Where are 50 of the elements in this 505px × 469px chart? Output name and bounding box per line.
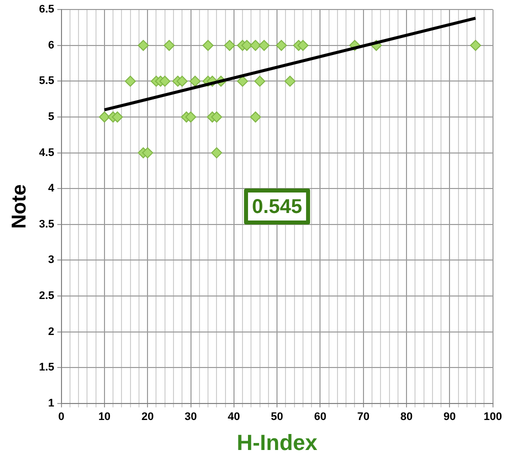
x-tick-label: 20 bbox=[141, 411, 154, 424]
x-tick-label: 50 bbox=[270, 411, 284, 424]
point bbox=[254, 76, 266, 87]
y-tick-label: 2.5 bbox=[38, 290, 54, 302]
y-tick-label: 1.5 bbox=[38, 362, 54, 374]
x-tick-label: 60 bbox=[314, 411, 326, 424]
y-tick-label: 5 bbox=[48, 111, 54, 124]
point bbox=[185, 112, 196, 122]
point bbox=[124, 76, 136, 87]
point bbox=[142, 147, 154, 158]
point bbox=[98, 112, 110, 122]
y-tick-label: 2 bbox=[48, 326, 54, 338]
point bbox=[258, 40, 270, 51]
x-tick-label: 40 bbox=[228, 411, 240, 424]
point bbox=[297, 40, 308, 51]
point bbox=[176, 76, 188, 87]
y-tick-label: 6 bbox=[48, 39, 54, 52]
point bbox=[138, 40, 149, 51]
point bbox=[250, 40, 261, 51]
point bbox=[112, 112, 123, 122]
point bbox=[237, 76, 248, 87]
y-tick-label: 4.5 bbox=[38, 146, 54, 159]
point bbox=[211, 112, 222, 122]
point bbox=[211, 147, 222, 158]
annotation: 0.545 bbox=[252, 196, 302, 218]
y-tick-label: 1 bbox=[48, 397, 54, 410]
x-axis-title: H-Index bbox=[236, 430, 318, 455]
point bbox=[250, 112, 261, 122]
x-tick-label: 10 bbox=[98, 411, 111, 424]
point bbox=[202, 40, 214, 51]
point bbox=[284, 76, 296, 87]
x-tick-label: 100 bbox=[484, 411, 502, 424]
point bbox=[241, 40, 252, 51]
x-tick-label: 80 bbox=[400, 411, 413, 424]
x-tick-label: 30 bbox=[184, 411, 197, 424]
point bbox=[164, 40, 175, 51]
x-tick-label: 0 bbox=[58, 411, 64, 424]
y-tick-label: 5.5 bbox=[38, 75, 54, 88]
x-tick-label: 70 bbox=[357, 411, 370, 424]
y-tick-label: 3.5 bbox=[38, 218, 54, 230]
point bbox=[470, 40, 482, 51]
point bbox=[159, 76, 170, 87]
y-axis-title: Note bbox=[8, 184, 31, 229]
y-tick-label: 4 bbox=[48, 182, 56, 195]
x-tick-label: 90 bbox=[444, 411, 456, 424]
y-tick-label: 6.5 bbox=[38, 4, 54, 16]
point bbox=[190, 76, 201, 87]
point bbox=[224, 40, 236, 51]
y-tick-label: 3 bbox=[48, 254, 54, 266]
point bbox=[276, 40, 287, 51]
